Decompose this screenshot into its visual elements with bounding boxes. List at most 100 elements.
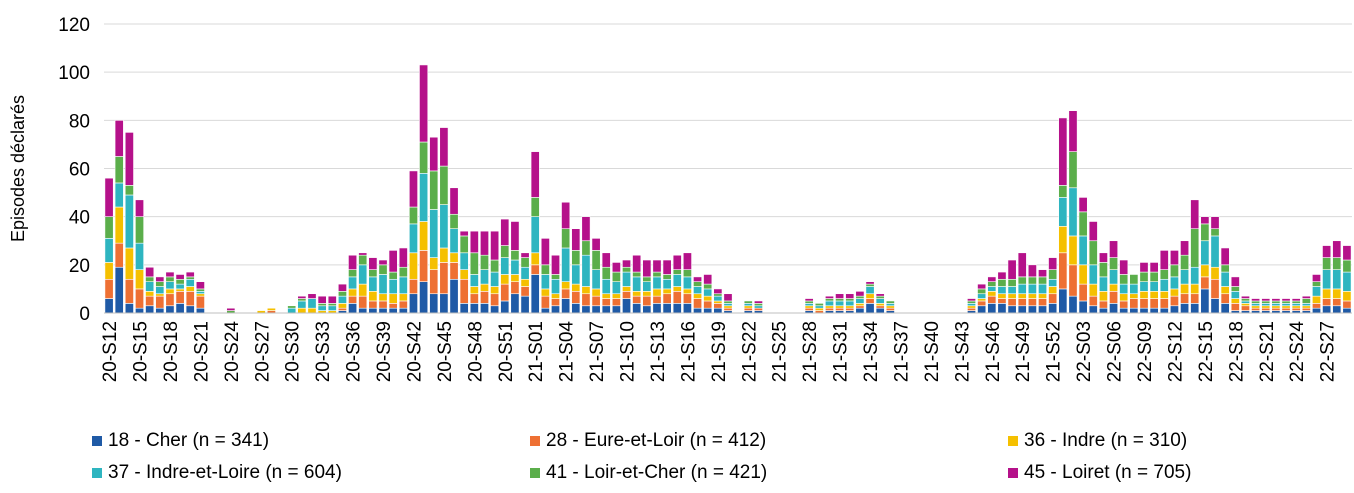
bar-segment [824,305,834,309]
bar-segment [500,283,510,302]
bar-segment [469,293,479,304]
y-tick-label: 100 [58,63,90,84]
bar-segment [165,293,175,307]
bar-segment [155,293,165,297]
bar-segment [662,274,672,280]
bar-segment [540,264,550,275]
bar-segment [124,194,134,249]
bar-segment [1068,110,1078,152]
bar-segment [195,281,205,290]
bar-segment [185,286,195,292]
bar-segment [530,274,540,314]
legend: 18 - Cher (n = 341) 28 - Eure-et-Loir (n … [92,430,1352,490]
bar-segment [1210,278,1220,299]
bar-segment [824,298,834,302]
bar-segment [469,230,479,254]
bar-segment [398,293,408,302]
bar-segment [662,259,672,275]
y-tick-label: 40 [69,208,90,229]
x-tick-label: 21-S07 [587,321,608,382]
bar-segment [1149,271,1159,282]
y-tick-label: 0 [79,304,90,325]
bar-segment [611,293,621,299]
bar-segment [1159,307,1169,314]
bar-segment [378,293,388,302]
bar-segment [135,216,144,244]
bar-segment [469,252,479,275]
bar-segment [1129,293,1139,299]
bar-segment [723,303,733,307]
bar-segment [358,264,368,285]
bar-segment [1169,250,1179,266]
bar-segment [195,295,205,309]
bar-segment [601,252,611,268]
bar-segment [480,269,489,285]
bar-segment [713,303,723,309]
bar-segment [1139,307,1149,314]
bar-segment [1139,262,1149,273]
bar-segment [561,201,571,230]
bar-segment [743,300,753,304]
bar-segment [327,295,337,304]
x-tick-label: 21-S52 [1044,321,1065,382]
bar-segment [1251,303,1261,307]
bar-segment [571,283,581,292]
bar-segment [855,305,865,309]
bar-segment [824,307,834,311]
bar-segment [632,254,642,273]
bar-segment [1342,307,1352,314]
bar-segment [1322,305,1332,314]
bar-segment [327,303,337,307]
bar-segment [1261,305,1271,309]
bar-segment [703,274,713,285]
bar-segment [977,300,987,307]
bar-segment [845,305,855,309]
bar-segment [1098,252,1108,263]
bar-segment [368,276,378,292]
bar-segment [1038,293,1048,299]
bar-segment [1322,298,1332,307]
bar-segment [1200,276,1210,290]
bar-segment [642,291,652,297]
bar-segment [1261,300,1271,304]
bar-segment [1241,300,1250,304]
bar-segment [601,278,611,295]
bar-segment [1169,264,1179,278]
bar-segment [855,295,865,299]
bar-segment [713,307,723,314]
bar-segment [104,262,114,280]
bar-segment [1149,298,1159,309]
bar-segment [1301,305,1311,309]
bar-segment [682,293,692,304]
bar-segment [500,274,510,285]
bar-segment [378,264,388,275]
bar-segment [1230,286,1240,292]
bar-segment [469,303,479,314]
bar-segment [368,307,378,314]
bar-segment [408,206,418,225]
bar-segment [997,278,1007,287]
bar-segment [500,245,510,258]
bar-segment [703,300,713,309]
bar-segment [652,259,662,273]
bar-segment [145,276,155,283]
bar-segment [662,293,672,304]
bar-segment [388,278,398,295]
bar-segment [317,303,327,307]
bar-segment [449,278,459,314]
bar-segment [581,216,591,242]
bar-segment [693,286,703,295]
bar-segment [297,307,307,314]
bar-segment [835,307,845,311]
bar-segment [1017,252,1027,278]
y-axis-label: Episodes déclarés [8,95,28,242]
bar-segment [1251,298,1261,302]
bar-segment [855,303,865,307]
bar-segment [632,291,642,297]
bar-segment [814,305,824,309]
bar-segment [1058,288,1068,314]
bar-segment [1271,303,1281,307]
x-tick-label: 22-S15 [1196,321,1217,382]
bar-segment [449,187,459,215]
bar-segment [632,271,642,278]
